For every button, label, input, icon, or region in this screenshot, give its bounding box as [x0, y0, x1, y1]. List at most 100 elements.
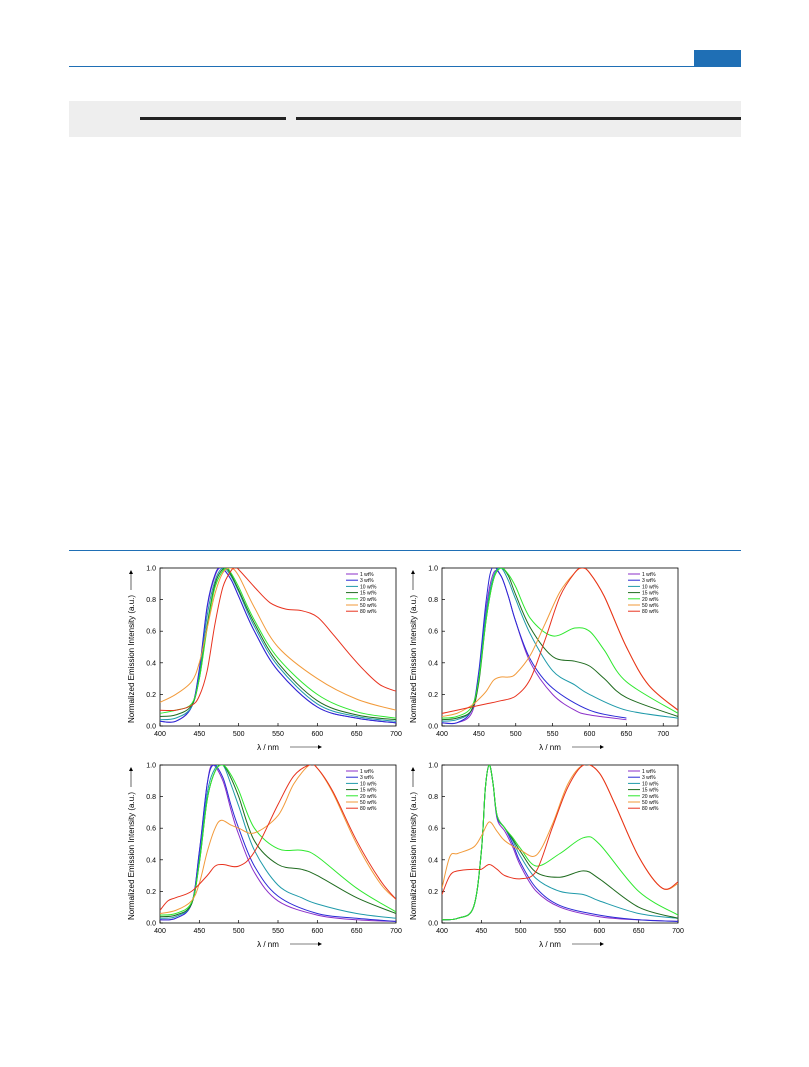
- y-tick-label: 0.4: [146, 857, 156, 864]
- legend-label: 20 wt%: [360, 597, 377, 603]
- x-tick-label: 450: [475, 928, 487, 935]
- x-tick-label: 650: [621, 731, 633, 738]
- legend-label: 50 wt%: [642, 800, 659, 806]
- chart-panel-top-left: 400 450 500 550 600 650 700 0.0 0.2 0.4 0.6 0.8 1.0 λ…: [127, 566, 402, 753]
- y-tick-label: 0.0: [146, 921, 156, 928]
- y-tick-label: 0.6: [428, 826, 438, 833]
- chart-panel-bottom-left: 400 450 500 550 600 650 700 0.0 0.2 0.4 0.6 0.8 1.0 λ…: [127, 763, 402, 950]
- x-tick-label: 650: [351, 731, 363, 738]
- y-axis-label: Normalized Emission Intensity (a.u.): [409, 595, 418, 723]
- header-rule: [69, 66, 741, 67]
- x-tick-label: 500: [233, 731, 245, 738]
- x-tick-label: 400: [436, 928, 448, 935]
- legend-label: 1 wt%: [360, 572, 374, 578]
- legend-label: 10 wt%: [360, 781, 377, 787]
- series-line-80-wt-: [160, 765, 396, 911]
- x-tick-label: 500: [233, 928, 245, 935]
- table-rule-left: [140, 117, 286, 120]
- x-tick-label: 600: [311, 928, 323, 935]
- x-tick-label: 500: [510, 731, 522, 738]
- series-line-15-wt-: [160, 568, 396, 721]
- y-axis-arrowhead: [411, 570, 415, 574]
- x-tick-label: 650: [351, 928, 363, 935]
- x-axis-label: λ / nm: [539, 743, 561, 752]
- x-tick-label: 500: [515, 928, 527, 935]
- y-tick-label: 0.6: [146, 826, 156, 833]
- x-tick-label: 700: [390, 731, 402, 738]
- x-tick-label: 450: [193, 928, 205, 935]
- legend-label: 3 wt%: [642, 578, 656, 584]
- legend-label: 80 wt%: [360, 609, 377, 615]
- x-tick-label: 600: [584, 731, 596, 738]
- legend-label: 10 wt%: [642, 584, 659, 590]
- y-tick-label: 0.2: [428, 889, 438, 896]
- y-tick-label: 0.2: [146, 889, 156, 896]
- y-axis-label: Normalized Emission Intensity (a.u.): [409, 792, 418, 920]
- x-tick-label: 600: [311, 731, 323, 738]
- x-axis-label: λ / nm: [257, 743, 279, 752]
- legend-label: 50 wt%: [360, 800, 377, 806]
- y-tick-label: 0.8: [146, 794, 156, 801]
- x-tick-label: 550: [554, 928, 566, 935]
- series-line-20-wt-: [442, 568, 678, 719]
- legend-label: 15 wt%: [642, 788, 659, 794]
- y-tick-label: 1.0: [146, 763, 156, 770]
- legend-label: 80 wt%: [642, 806, 659, 812]
- x-axis-label: λ / nm: [257, 940, 279, 949]
- y-axis-arrowhead: [129, 570, 133, 574]
- legend-label: 1 wt%: [642, 572, 656, 578]
- legend-label: 3 wt%: [642, 775, 656, 781]
- legend-label: 50 wt%: [642, 603, 659, 609]
- x-tick-label: 700: [657, 731, 669, 738]
- y-tick-label: 0.4: [428, 857, 438, 864]
- x-tick-label: 450: [193, 731, 205, 738]
- y-tick-label: 0.2: [428, 692, 438, 699]
- legend-label: 10 wt%: [360, 584, 377, 590]
- x-tick-label: 700: [672, 928, 684, 935]
- series-line-80-wt-: [160, 568, 396, 712]
- x-axis-arrowhead: [600, 745, 604, 749]
- series-line-80-wt-: [442, 568, 678, 714]
- x-axis-arrowhead: [318, 942, 322, 946]
- y-tick-label: 0.2: [146, 692, 156, 699]
- figure-rule: [69, 550, 741, 551]
- x-tick-label: 550: [272, 928, 284, 935]
- x-tick-label: 400: [436, 731, 448, 738]
- y-tick-label: 1.0: [428, 763, 438, 770]
- y-axis-label: Normalized Emission Intensity (a.u.): [127, 792, 136, 920]
- series-line-3-wt-: [442, 568, 627, 725]
- header-tab: [694, 50, 741, 66]
- x-tick-label: 700: [390, 928, 402, 935]
- series-line-20-wt-: [160, 765, 396, 916]
- chart-panel-top-right: 400 450 500 550 600 650 700 0.0 0.2 0.4 0.6 0.8 1.0 λ…: [409, 566, 679, 752]
- x-tick-label: 450: [473, 731, 485, 738]
- legend-label: 80 wt%: [642, 609, 659, 615]
- x-axis-arrowhead: [600, 942, 604, 946]
- y-tick-label: 0.4: [146, 660, 156, 667]
- y-tick-label: 0.0: [146, 724, 156, 731]
- table-rule-right: [296, 117, 741, 120]
- y-tick-label: 0.0: [428, 724, 438, 731]
- legend-label: 15 wt%: [642, 591, 659, 597]
- legend-label: 15 wt%: [360, 788, 377, 794]
- y-tick-label: 0.6: [428, 629, 438, 636]
- legend-label: 20 wt%: [642, 794, 659, 800]
- y-tick-label: 0.0: [428, 921, 438, 928]
- legend-label: 20 wt%: [360, 794, 377, 800]
- y-tick-label: 1.0: [428, 566, 438, 573]
- legend-label: 3 wt%: [360, 775, 374, 781]
- y-tick-label: 1.0: [146, 566, 156, 573]
- plot-frame: [441, 567, 679, 727]
- y-tick-label: 0.8: [146, 597, 156, 604]
- legend-label: 15 wt%: [360, 591, 377, 597]
- legend-label: 10 wt%: [642, 781, 659, 787]
- x-axis-label: λ / nm: [539, 940, 561, 949]
- x-tick-label: 600: [593, 928, 605, 935]
- y-tick-label: 0.8: [428, 794, 438, 801]
- y-tick-label: 0.6: [146, 629, 156, 636]
- legend-label: 1 wt%: [642, 769, 656, 775]
- series-line-80-wt-: [442, 765, 678, 895]
- y-tick-label: 0.8: [428, 597, 438, 604]
- chart-panel-bottom-right: 400 450 500 550 600 650 700 0.0 0.2 0.4 0.6 0.8 1.0 λ…: [409, 763, 684, 950]
- y-axis-label: Normalized Emission Intensity (a.u.): [127, 595, 136, 723]
